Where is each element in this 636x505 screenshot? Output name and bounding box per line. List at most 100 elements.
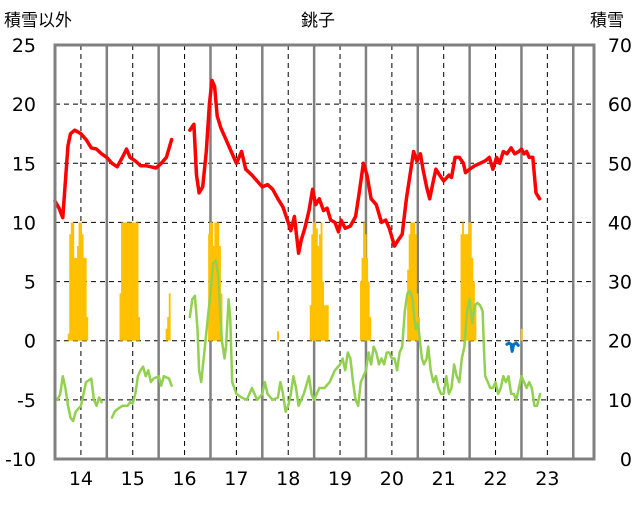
bar xyxy=(125,222,128,341)
y-right-tick-label: 20 xyxy=(608,331,632,353)
bar xyxy=(323,305,326,341)
bar xyxy=(311,234,314,341)
bar xyxy=(77,246,79,341)
green-line xyxy=(110,365,173,419)
bar xyxy=(363,222,365,341)
x-tick-label: 16 xyxy=(172,468,196,490)
bar xyxy=(138,317,141,341)
x-tick-label: 20 xyxy=(380,468,404,490)
bar xyxy=(460,234,463,341)
bar xyxy=(416,293,419,341)
bar xyxy=(119,293,122,341)
bar xyxy=(70,222,73,341)
bar xyxy=(309,305,312,341)
y-left-tick-label: -5 xyxy=(17,390,36,412)
bar xyxy=(364,234,367,341)
y-left-tick-label: 0 xyxy=(24,331,36,353)
bar xyxy=(84,257,87,341)
bar xyxy=(72,222,75,341)
bar xyxy=(407,269,410,341)
y-right-tick-label: 40 xyxy=(608,212,632,234)
bar xyxy=(168,293,171,341)
y-left-tick-label: 20 xyxy=(12,94,36,116)
right-axis-label: 積雪 xyxy=(590,11,624,31)
bar xyxy=(277,331,279,341)
bar xyxy=(361,257,364,341)
bar xyxy=(471,257,474,341)
bar xyxy=(468,222,471,341)
red-line xyxy=(188,78,542,255)
red-line xyxy=(53,128,174,220)
left-axis-label: 積雪以外 xyxy=(4,11,72,31)
bar xyxy=(165,328,168,341)
bar xyxy=(83,257,86,341)
bar xyxy=(78,222,81,341)
blue-line xyxy=(505,341,520,353)
x-tick-label: 21 xyxy=(432,468,456,490)
chart-title: 銚子 xyxy=(301,11,335,31)
y-right-tick-label: 60 xyxy=(608,94,632,116)
bar xyxy=(520,328,523,341)
bar xyxy=(463,234,466,341)
x-tick-label: 19 xyxy=(328,468,352,490)
bar xyxy=(410,222,413,341)
bar xyxy=(67,333,70,341)
y-right-tick-label: 70 xyxy=(608,35,632,57)
bar xyxy=(131,222,134,341)
bar xyxy=(80,222,82,341)
bar xyxy=(414,234,417,341)
bar xyxy=(360,281,362,341)
bar xyxy=(462,222,464,341)
bar xyxy=(413,222,416,341)
bar xyxy=(130,222,133,341)
bar xyxy=(122,222,125,341)
bar xyxy=(133,222,136,341)
bar xyxy=(86,317,89,341)
x-tick-label: 22 xyxy=(483,468,507,490)
bar xyxy=(312,222,315,341)
x-tick-label: 23 xyxy=(535,468,559,490)
x-tick-label: 17 xyxy=(224,468,248,490)
bar xyxy=(325,305,328,341)
bar xyxy=(167,317,170,341)
bar xyxy=(469,222,472,341)
bar xyxy=(212,246,215,341)
y-right-tick-label: 0 xyxy=(620,449,632,471)
y-right-tick-label: 50 xyxy=(608,153,632,175)
bar xyxy=(121,222,123,341)
x-tick-label: 14 xyxy=(69,468,93,490)
bar xyxy=(73,257,76,341)
x-tick-label: 18 xyxy=(276,468,300,490)
y-left-tick-label: -10 xyxy=(5,449,36,471)
green-line xyxy=(188,259,542,413)
bar xyxy=(136,222,139,341)
bar xyxy=(465,234,468,341)
bar xyxy=(214,222,217,341)
bar xyxy=(320,222,323,341)
bar xyxy=(314,222,317,341)
bar xyxy=(326,305,329,341)
bar xyxy=(75,257,78,341)
bar xyxy=(315,228,318,341)
bar xyxy=(466,234,469,341)
x-tick-label: 15 xyxy=(121,468,145,490)
y-right-tick-label: 10 xyxy=(608,390,632,412)
bar xyxy=(317,246,320,341)
bar xyxy=(69,234,72,341)
bar xyxy=(208,234,211,341)
y-left-tick-label: 5 xyxy=(24,272,36,294)
bar xyxy=(81,234,84,341)
y-right-tick-label: 30 xyxy=(608,272,632,294)
y-left-tick-label: 15 xyxy=(12,153,36,175)
y-left-tick-label: 25 xyxy=(12,35,36,57)
bar xyxy=(408,234,411,341)
bar xyxy=(411,222,414,341)
bar xyxy=(474,305,477,341)
plot-frame xyxy=(53,43,596,461)
bar xyxy=(215,222,218,341)
bar xyxy=(127,222,130,341)
bar xyxy=(319,234,321,341)
green-line xyxy=(53,374,103,423)
